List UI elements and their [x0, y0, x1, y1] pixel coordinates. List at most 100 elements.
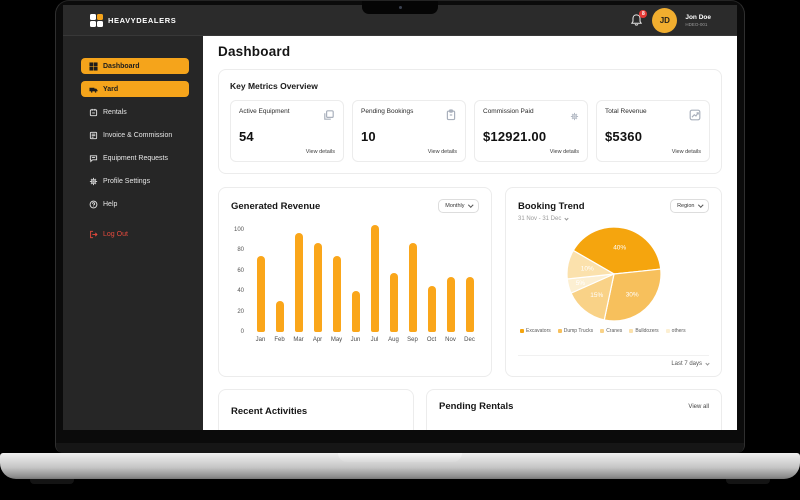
- trend-icon: [689, 108, 701, 126]
- x-axis-label: Apr: [312, 337, 323, 343]
- sidebar-item-dashboard[interactable]: Dashboard: [81, 58, 189, 74]
- sidebar-item-invoice-commission[interactable]: Invoice & Commission: [81, 127, 189, 143]
- x-axis-label: Feb: [274, 337, 285, 343]
- sidebar-item-log-out[interactable]: Log Out: [81, 226, 189, 242]
- sidebar-item-help[interactable]: Help: [81, 196, 189, 212]
- legend-swatch: [629, 329, 634, 333]
- bar-column: Aug: [384, 225, 403, 346]
- metric-card-active-equipment: Active Equipment 54 View details: [230, 100, 344, 162]
- x-axis-label: Aug: [388, 337, 399, 343]
- last-7-days-selector[interactable]: Last 7 days: [518, 355, 710, 367]
- legend-item-others: others: [665, 328, 686, 334]
- booking-trend-card: Booking Trend Region 31 Nov - 31 Dec: [505, 187, 722, 377]
- last-7-days-label: Last 7 days: [671, 361, 702, 367]
- avatar[interactable]: JD: [652, 7, 678, 33]
- revenue-bar: [446, 277, 455, 332]
- page-title: Dashboard: [218, 44, 291, 59]
- grid-icon: [89, 61, 98, 71]
- x-axis-label: Jun: [350, 337, 361, 343]
- sidebar-item-profile-settings[interactable]: Profile Settings: [81, 173, 189, 189]
- metric-label: Active Equipment: [239, 108, 290, 115]
- sidebar-item-label: Help: [103, 200, 118, 208]
- revenue-bar: [313, 243, 322, 332]
- laptop-base: [0, 453, 800, 479]
- bar-chart-plot: Jan Feb Mar Apr May Jun Jul Aug Sep Oct Nov Dec: [251, 225, 479, 346]
- calendar-icon: [89, 108, 98, 117]
- pie-slice-bulldozers: [565, 249, 616, 280]
- camera-dot: [398, 6, 402, 9]
- view-all-link[interactable]: View all: [688, 403, 709, 410]
- sidebar-item-yard[interactable]: Yard: [81, 81, 189, 97]
- laptop-bezel: HEAVYDEALERS 8 JD Jon Doe HDEO-001: [55, 0, 745, 453]
- y-axis-tick: 20: [237, 308, 244, 315]
- bar-column: Dec: [460, 225, 479, 346]
- metric-card-commission-paid: Commission Paid $12921.00 View details: [474, 100, 588, 162]
- brand-logo-icon: [90, 13, 103, 27]
- legend-label: Bulldozers: [635, 328, 659, 334]
- x-axis-label: Jul: [370, 337, 379, 343]
- revenue-bar: [370, 225, 379, 332]
- bar-column: Sep: [403, 225, 422, 346]
- chat-icon: [89, 154, 98, 163]
- legend-item-dump-trucks: Dump Trucks: [557, 328, 594, 334]
- revenue-bar-chart: 0 20 40 60 80 100 Jan Feb Mar Apr May Jun Jul Aug Sep…: [231, 225, 479, 346]
- revenue-bar: [294, 233, 303, 332]
- bar-chart-y-axis: 0 20 40 60 80 100: [231, 225, 247, 346]
- revenue-bar: [465, 277, 474, 332]
- region-dropdown-label: Region: [677, 203, 695, 209]
- gear-icon: [570, 108, 579, 126]
- x-axis-label: Nov: [445, 337, 456, 343]
- monthly-dropdown[interactable]: Monthly: [438, 199, 479, 213]
- x-axis-label: Dec: [464, 337, 475, 343]
- main-content: Dashboard Key Metrics Overview Active Eq…: [203, 36, 737, 430]
- y-axis-tick: 100: [233, 227, 244, 234]
- view-details-link[interactable]: View details: [305, 149, 335, 155]
- sidebar-item-rentals[interactable]: Rentals: [81, 104, 189, 120]
- pie-slice-label: 40%: [613, 244, 626, 251]
- legend-label: others: [671, 328, 686, 334]
- gear-icon: [89, 177, 98, 186]
- pending-rentals-title: Pending Rentals: [439, 401, 514, 412]
- sidebar-item-label: Log Out: [103, 230, 128, 238]
- y-axis-tick: 40: [237, 288, 244, 295]
- chevron-down-icon: [697, 202, 703, 208]
- brand-name: HEAVYDEALERS: [108, 15, 177, 25]
- legend-item-cranes: Cranes: [600, 328, 622, 334]
- revenue-bar: [256, 255, 265, 332]
- metric-label: Commission Paid: [483, 108, 534, 115]
- sidebar-item-label: Dashboard: [103, 62, 140, 70]
- laptop-foot: [726, 476, 770, 484]
- x-axis-label: Sep: [407, 337, 418, 343]
- view-details-link[interactable]: View details: [549, 149, 579, 155]
- metric-value: 54: [239, 129, 254, 144]
- app-window: HEAVYDEALERS 8 JD Jon Doe HDEO-001: [63, 5, 737, 430]
- generated-revenue-card: Generated Revenue Monthly 0 20 40 60 80 100 J…: [218, 187, 492, 377]
- legend-label: Dump Trucks: [563, 328, 594, 334]
- notifications-button[interactable]: 8: [630, 10, 648, 27]
- pie-slice-label: 15%: [590, 292, 603, 299]
- metric-label: Total Revenue: [605, 108, 647, 115]
- equipment-icon: [323, 108, 335, 126]
- view-details-link[interactable]: View details: [427, 149, 457, 155]
- revenue-bar: [408, 243, 417, 332]
- bar-column: Mar: [289, 225, 308, 346]
- date-range-label: 31 Nov - 31 Dec: [518, 216, 562, 222]
- y-axis-tick: 80: [237, 247, 244, 254]
- user-name: Jon Doe: [685, 13, 711, 21]
- region-dropdown[interactable]: Region: [670, 199, 709, 213]
- date-range-selector[interactable]: 31 Nov - 31 Dec: [518, 215, 709, 222]
- revenue-bar: [275, 301, 284, 332]
- view-details-link[interactable]: View details: [671, 149, 701, 155]
- laptop-foot: [30, 476, 74, 484]
- invoice-icon: [89, 131, 98, 140]
- legend-swatch: [600, 329, 605, 333]
- help-icon: [89, 200, 98, 209]
- sidebar: Dashboard Yard Rentals Invoice & Commission…: [63, 36, 203, 430]
- bar-column: Nov: [441, 225, 460, 346]
- x-axis-label: Jan: [255, 337, 266, 343]
- bar-column: Apr: [308, 225, 327, 346]
- sidebar-item-equipment-requests[interactable]: Equipment Requests: [81, 150, 189, 166]
- laptop-lid-groove: [338, 453, 462, 462]
- legend-swatch: [665, 329, 670, 333]
